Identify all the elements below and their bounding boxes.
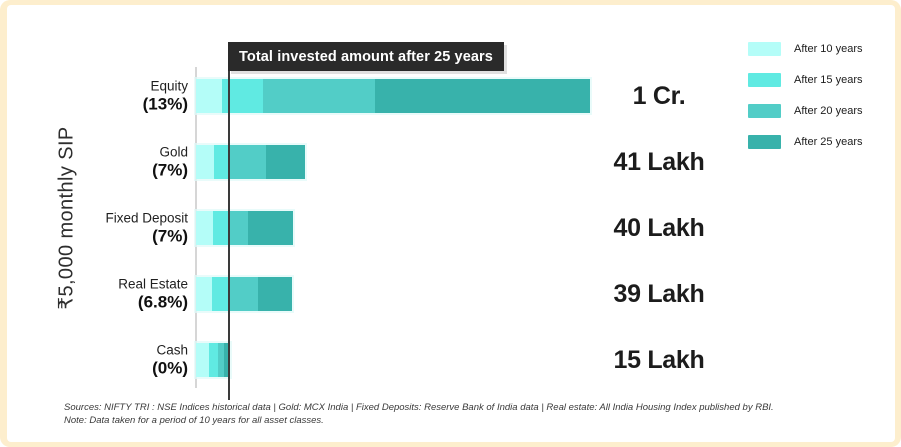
bar-segment-after-20-years — [229, 211, 248, 245]
bars-area: Equity (13%) 1 Cr. Gold (7%) 41 Lakh Fixed Dep… — [0, 66, 760, 396]
category-name: Gold — [159, 144, 188, 160]
bar-segment-after-20-years — [228, 145, 266, 179]
asset-row: Gold (7%) 41 Lakh — [0, 132, 760, 198]
category-rate: (6.8%) — [137, 292, 188, 312]
chart-panel-background — [7, 5, 895, 442]
value-label: 15 Lakh — [613, 345, 705, 374]
category-label: Gold (7%) — [0, 144, 188, 181]
category-name: Equity — [150, 78, 188, 94]
category-name: Real Estate — [118, 276, 188, 292]
bar-segment-after-20-years — [218, 343, 224, 377]
legend-item: After 25 years — [748, 135, 862, 149]
legend-item: After 15 years — [748, 73, 862, 87]
bar-segment-after-10-years — [196, 211, 213, 245]
legend: After 10 years After 15 years After 20 yea… — [748, 42, 862, 166]
invested-amount-line — [228, 44, 230, 400]
category-name: Fixed Deposit — [105, 210, 188, 226]
legend-swatch — [748, 135, 781, 149]
category-rate: (13%) — [142, 94, 188, 114]
legend-swatch — [748, 73, 781, 87]
bar-segment-after-10-years — [196, 145, 214, 179]
legend-label: After 20 years — [794, 105, 863, 117]
stacked-bar — [196, 211, 293, 245]
legend-label: After 10 years — [794, 43, 863, 55]
sources-line: Sources: NIFTY TRI : NSE Indices histori… — [64, 402, 774, 413]
category-label: Fixed Deposit (7%) — [0, 210, 188, 247]
stacked-bar — [196, 79, 590, 113]
bar-segment-after-15-years — [212, 277, 228, 311]
value-label: 40 Lakh — [613, 213, 705, 242]
footnote: Sources: NIFTY TRI : NSE Indices histori… — [64, 402, 844, 427]
note-line: Note: Data taken for a period of 10 year… — [64, 414, 324, 426]
bar-segment-after-15-years — [209, 343, 218, 377]
value-label: 1 Cr. — [632, 81, 686, 110]
legend-item: After 20 years — [748, 104, 862, 118]
category-rate: (7%) — [152, 160, 188, 180]
category-rate: (7%) — [152, 226, 188, 246]
value-label: 41 Lakh — [613, 147, 705, 176]
legend-item: After 10 years — [748, 42, 862, 56]
legend-label: After 25 years — [794, 136, 863, 148]
bar-segment-after-25-years — [248, 211, 293, 245]
bar-segment-after-25-years — [224, 343, 230, 377]
legend-swatch — [748, 104, 781, 118]
stacked-bar — [196, 343, 230, 377]
asset-row: Fixed Deposit (7%) 40 Lakh — [0, 198, 760, 264]
stacked-bar — [196, 145, 305, 179]
bar-segment-after-25-years — [266, 145, 305, 179]
legend-label: After 15 years — [794, 74, 863, 86]
bar-segment-after-10-years — [196, 277, 212, 311]
category-name: Cash — [156, 342, 188, 358]
category-rate: (0%) — [152, 358, 188, 378]
stacked-bar — [196, 277, 292, 311]
asset-row: Equity (13%) 1 Cr. — [0, 66, 760, 132]
bar-segment-after-10-years — [196, 343, 209, 377]
asset-row: Cash (0%) 15 Lakh — [0, 330, 760, 396]
bar-segment-after-10-years — [196, 79, 222, 113]
bar-segment-after-25-years — [258, 277, 292, 311]
bar-segment-after-15-years — [213, 211, 229, 245]
category-label: Cash (0%) — [0, 342, 188, 379]
value-label: 39 Lakh — [613, 279, 705, 308]
invested-amount-callout: Total invested amount after 25 years — [228, 42, 504, 71]
bar-segment-after-15-years — [214, 145, 228, 179]
category-label: Equity (13%) — [0, 78, 188, 115]
asset-row: Real Estate (6.8%) 39 Lakh — [0, 264, 760, 330]
category-label: Real Estate (6.8%) — [0, 276, 188, 313]
bar-segment-after-25-years — [375, 79, 590, 113]
bar-segment-after-20-years — [228, 277, 258, 311]
legend-swatch — [748, 42, 781, 56]
bar-segment-after-20-years — [263, 79, 375, 113]
